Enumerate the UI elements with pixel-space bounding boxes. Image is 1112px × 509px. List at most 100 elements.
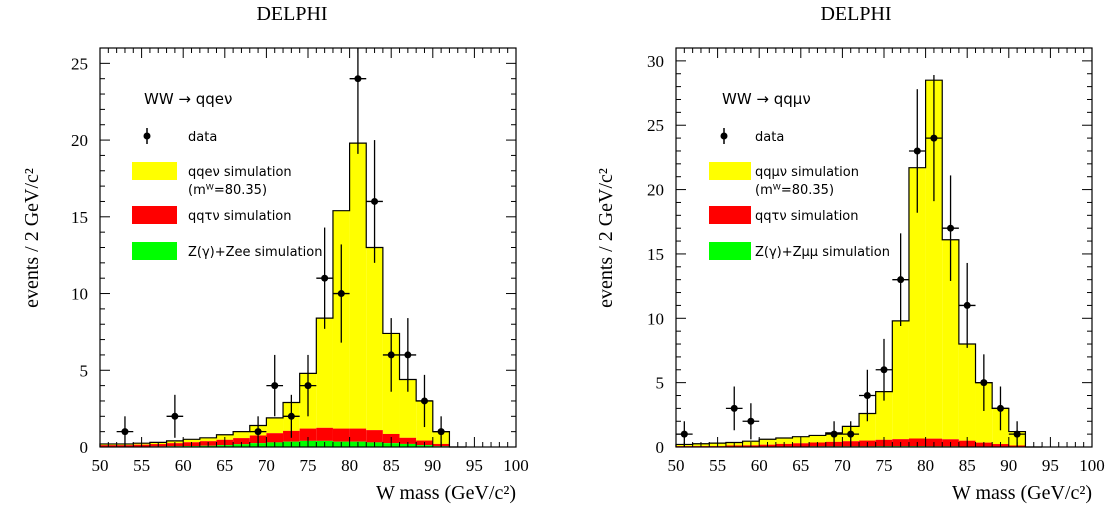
data-point <box>847 430 855 438</box>
y-tick-label: 10 <box>71 285 88 304</box>
legend-signal-swatch <box>709 162 751 180</box>
x-tick-label: 85 <box>959 456 976 475</box>
data-point <box>930 134 938 142</box>
legend-tau-swatch <box>132 206 177 224</box>
data-point <box>371 197 379 205</box>
data-point <box>287 412 295 420</box>
x-tick-label: 60 <box>175 456 192 475</box>
signal-bar <box>892 320 909 440</box>
x-tick-label: 75 <box>300 456 317 475</box>
tau-bar <box>316 427 333 441</box>
data-point <box>980 379 988 387</box>
legend-signal-label: qqμν simulation <box>755 165 859 180</box>
legend-data-label: data <box>755 130 784 145</box>
data-point <box>730 404 738 412</box>
x-axis-label: W mass (GeV/c²) <box>952 482 1092 504</box>
histogram-outline <box>675 79 1043 448</box>
y-tick-label: 30 <box>647 52 664 71</box>
signal-bar <box>366 247 383 431</box>
y-tick-label: 25 <box>647 116 664 135</box>
legend: data qqeν simulation (mᵂ=80.35) qqτν sim… <box>132 128 322 260</box>
plot-area: 50 55 60 65 70 75 80 85 90 95 100 0 5 10 15 20 25 <box>71 47 529 475</box>
data-point <box>680 430 688 438</box>
x-tick-label: 80 <box>917 456 934 475</box>
tau-bar <box>266 433 284 443</box>
legend-data-marker <box>143 132 151 140</box>
legend-tau-swatch <box>709 206 751 224</box>
legend-z-label: Z(γ)+Zμμ simulation <box>755 245 890 260</box>
data-point <box>996 404 1004 412</box>
x-axis-label: W mass (GeV/c²) <box>376 482 516 504</box>
chart-title: DELPHI <box>256 3 327 25</box>
y-tick-label: 0 <box>656 438 665 457</box>
data-point <box>387 351 395 359</box>
data-point <box>1013 430 1021 438</box>
tau-bar <box>366 430 383 443</box>
legend-signal-note: (mᵂ=80.35) <box>755 183 834 198</box>
x-tick-label: 60 <box>751 456 768 475</box>
x-tick-label: 70 <box>258 456 275 475</box>
x-tick-label: 100 <box>1079 456 1105 475</box>
legend-tau-label: qqτν simulation <box>755 209 859 224</box>
legend-tau-label: qqτν simulation <box>188 209 292 224</box>
data-point <box>420 397 428 405</box>
x-tick-label: 95 <box>466 456 483 475</box>
signal-bar <box>925 80 943 439</box>
signal-bar <box>233 431 250 439</box>
x-tick-label: 80 <box>341 456 358 475</box>
legend-z-label: Z(γ)+Zee simulation <box>188 245 322 260</box>
tau-bar <box>332 428 350 442</box>
signal-bar <box>958 344 976 441</box>
data-point <box>121 428 129 436</box>
data-point <box>437 428 445 436</box>
y-tick-label: 10 <box>647 309 664 328</box>
legend: data qqμν simulation (mᵂ=80.35) qqτν sim… <box>709 128 890 260</box>
data-point <box>747 417 755 425</box>
data-point <box>880 366 888 374</box>
y-tick-label: 25 <box>71 54 88 73</box>
x-tick-label: 90 <box>424 456 441 475</box>
data-point <box>321 274 329 282</box>
signal-bar <box>759 439 776 445</box>
signal-bar <box>266 417 284 434</box>
x-tick-label: 70 <box>834 456 851 475</box>
legend-data-label: data <box>188 130 217 145</box>
y-tick-label: 15 <box>647 245 664 264</box>
data-point <box>913 147 921 155</box>
x-tick-label: 100 <box>503 456 529 475</box>
y-tick-label: 5 <box>656 374 665 393</box>
signal-bar <box>316 318 333 428</box>
y-axis-label: events / 2 GeV/c² <box>595 168 617 308</box>
chart-title: DELPHI <box>820 3 891 25</box>
x-tick-label: 90 <box>1000 456 1017 475</box>
legend-z-swatch <box>132 242 177 260</box>
data-point <box>963 301 971 309</box>
data-point <box>337 290 345 298</box>
y-tick-label: 20 <box>71 131 88 150</box>
x-tick-label: 95 <box>1042 456 1059 475</box>
y-tick-label: 20 <box>647 181 664 200</box>
data-point <box>863 392 871 400</box>
tau-bar <box>299 428 317 441</box>
legend-signal-swatch <box>132 162 177 180</box>
y-tick-label: 0 <box>80 438 89 457</box>
x-tick-label: 65 <box>216 456 233 475</box>
y-axis-label: events / 2 GeV/c² <box>21 168 43 308</box>
tau-bar <box>233 438 250 445</box>
tau-bar <box>349 428 367 442</box>
y-tick-label: 15 <box>71 208 88 227</box>
tau-bar <box>399 437 417 444</box>
panel-left: 50 55 60 65 70 75 80 85 90 95 100 0 5 10 15 20 25 DELPHI… <box>21 3 529 504</box>
x-tick-label: 55 <box>133 456 150 475</box>
x-tick-label: 55 <box>709 456 726 475</box>
data-point <box>404 351 412 359</box>
data-point <box>171 412 179 420</box>
data-point <box>271 382 279 390</box>
legend-data-marker <box>720 132 728 140</box>
signal-bar <box>859 413 876 441</box>
data-point <box>354 75 362 83</box>
process-label: WW → qqeν <box>144 90 232 108</box>
signal-bar <box>942 239 959 440</box>
signal-bar <box>349 143 367 429</box>
